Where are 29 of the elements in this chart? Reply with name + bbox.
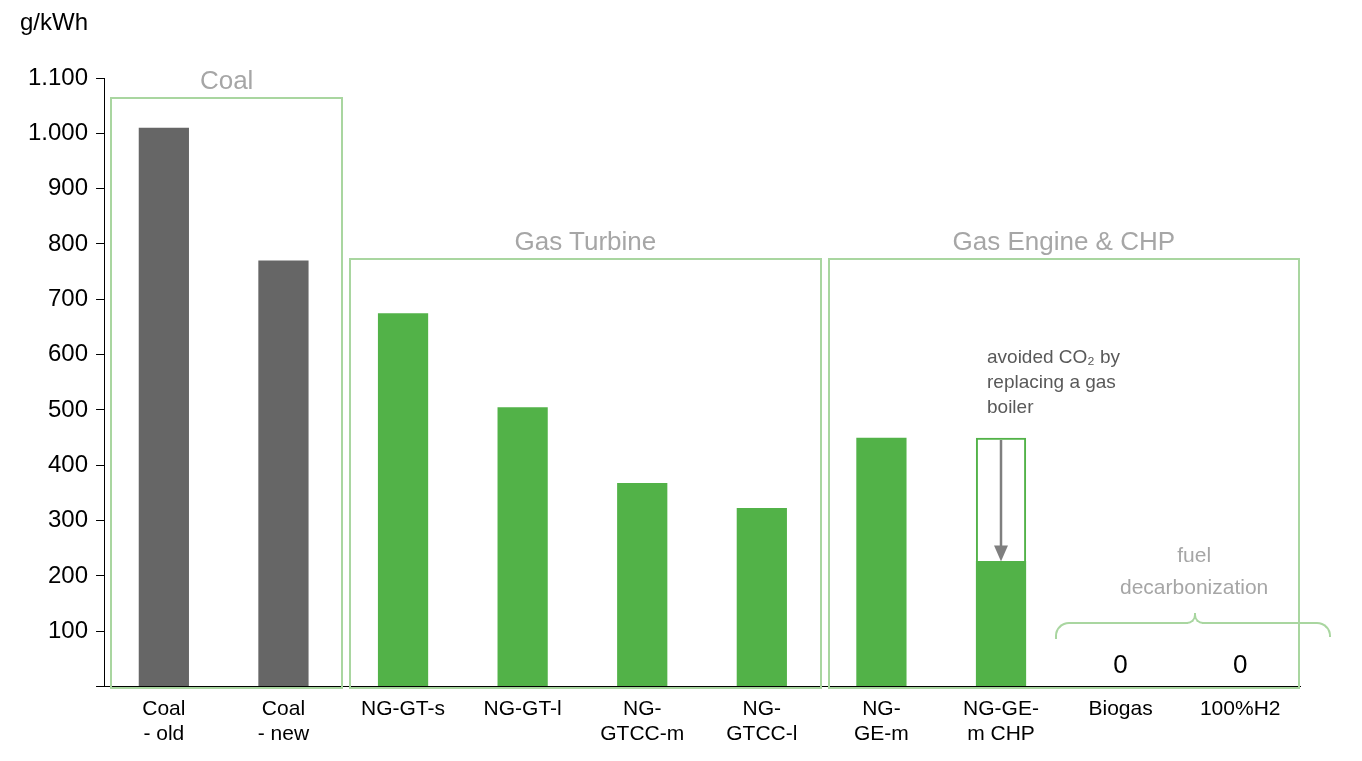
y-tick-label: 600: [48, 339, 89, 367]
annotation: Gas Turbine: [514, 225, 657, 257]
annotation: fuel decarbonization: [1119, 542, 1270, 601]
x-tick-label: NG- GTCC-l: [726, 696, 798, 745]
y-tick-label: 200: [48, 560, 89, 588]
x-tick-label: 100%H2: [1199, 696, 1281, 719]
y-axis-title: g/kWh: [20, 8, 89, 36]
y-tick-label: 500: [48, 394, 89, 422]
y-tick-label: 1.100: [28, 62, 89, 90]
x-tick-label: NG-GT-l: [483, 696, 562, 719]
data-label: 0: [1232, 648, 1248, 679]
data-label: 0: [1113, 648, 1128, 679]
y-tick-label: 700: [48, 283, 89, 311]
x-tick-label: NG- GE-m: [854, 696, 909, 745]
y-tick-label: 1.000: [28, 117, 89, 145]
y-tick-label: 400: [48, 449, 89, 477]
y-tick-label: 100: [48, 615, 89, 643]
annotation: Coal: [199, 65, 254, 97]
x-tick-label: NG- GTCC-m: [600, 696, 685, 745]
x-tick-label: Coal - new: [257, 696, 310, 745]
y-tick-label: 300: [48, 505, 89, 533]
x-tick-label: NG-GT-s: [361, 696, 446, 719]
x-tick-label: Biogas: [1088, 696, 1153, 719]
x-tick-label: Coal - old: [142, 696, 186, 745]
y-tick-label: 800: [48, 228, 89, 256]
annotation: avoided CO₂ by replacing a gas boiler: [987, 344, 1122, 419]
annotation: Gas Engine & CHP: [952, 225, 1176, 257]
x-tick-label: NG-GE- m CHP: [963, 696, 1039, 745]
y-tick-label: 900: [48, 173, 89, 201]
